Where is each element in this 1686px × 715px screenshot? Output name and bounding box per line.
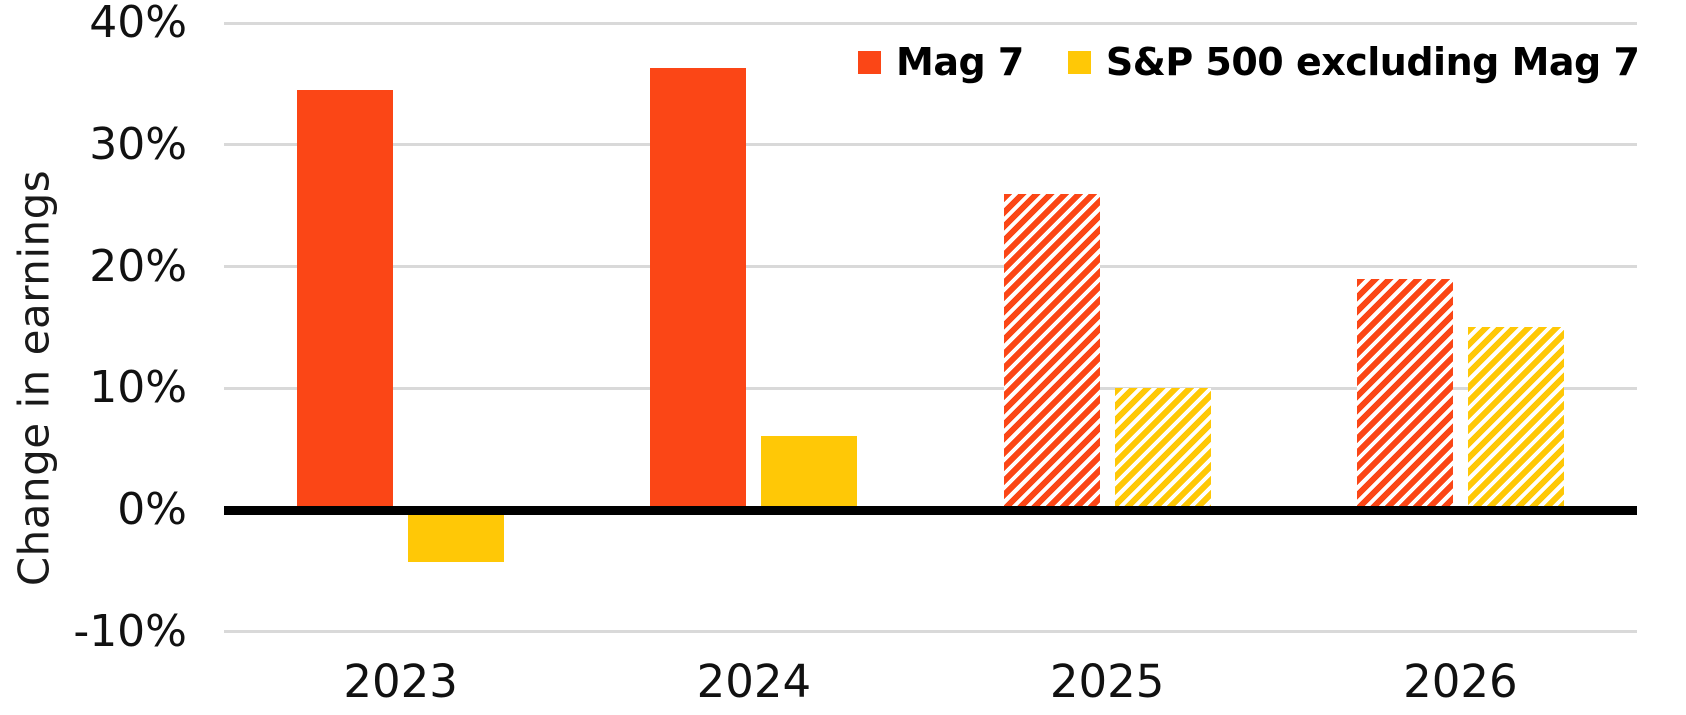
x-tick-label-2025: 2025 bbox=[1049, 655, 1165, 708]
bar-sp500-ex-mag7-2025 bbox=[1114, 388, 1211, 510]
legend-item-sp500-ex-mag7: S&P 500 excluding Mag 7 bbox=[1067, 40, 1640, 84]
y-tick-label: 40% bbox=[89, 0, 187, 49]
gridline-30% bbox=[224, 143, 1637, 147]
bar-mag7-2026 bbox=[1356, 278, 1453, 510]
gridline-10% bbox=[224, 386, 1637, 390]
y-tick-label: 0% bbox=[117, 484, 187, 535]
bar-mag7-2023 bbox=[297, 90, 394, 510]
y-tick-label: 30% bbox=[89, 118, 187, 170]
y-tick-label: 10% bbox=[89, 362, 187, 414]
gridline--10% bbox=[224, 630, 1637, 634]
zero-axis-line bbox=[224, 506, 1637, 515]
x-tick-label-2024: 2024 bbox=[696, 655, 812, 708]
y-tick-label: 20% bbox=[89, 240, 187, 292]
bar-mag7-2024 bbox=[650, 68, 747, 510]
sp500-ex-mag7-swatch-icon bbox=[1067, 50, 1091, 74]
x-tick-label-2026: 2026 bbox=[1403, 655, 1518, 708]
bar-mag7-2025 bbox=[1003, 193, 1100, 510]
x-tick-label-2023: 2023 bbox=[343, 655, 458, 708]
bar-sp500-ex-mag7-2024 bbox=[761, 435, 858, 510]
bar-sp500-ex-mag7-2026 bbox=[1467, 327, 1564, 510]
gridline-20% bbox=[224, 265, 1637, 269]
legend-label-mag7: Mag 7 bbox=[896, 40, 1024, 84]
bar-sp500-ex-mag7-2023 bbox=[408, 510, 505, 563]
gridline-40% bbox=[224, 21, 1637, 25]
legend: Mag 7 S&P 500 excluding Mag 7 bbox=[858, 40, 1640, 84]
y-tick-label: -10% bbox=[73, 605, 187, 657]
mag7-swatch-icon bbox=[858, 50, 881, 74]
legend-item-mag7: Mag 7 bbox=[858, 40, 1024, 84]
legend-label-sp500-ex-mag7: S&P 500 excluding Mag 7 bbox=[1105, 40, 1640, 84]
